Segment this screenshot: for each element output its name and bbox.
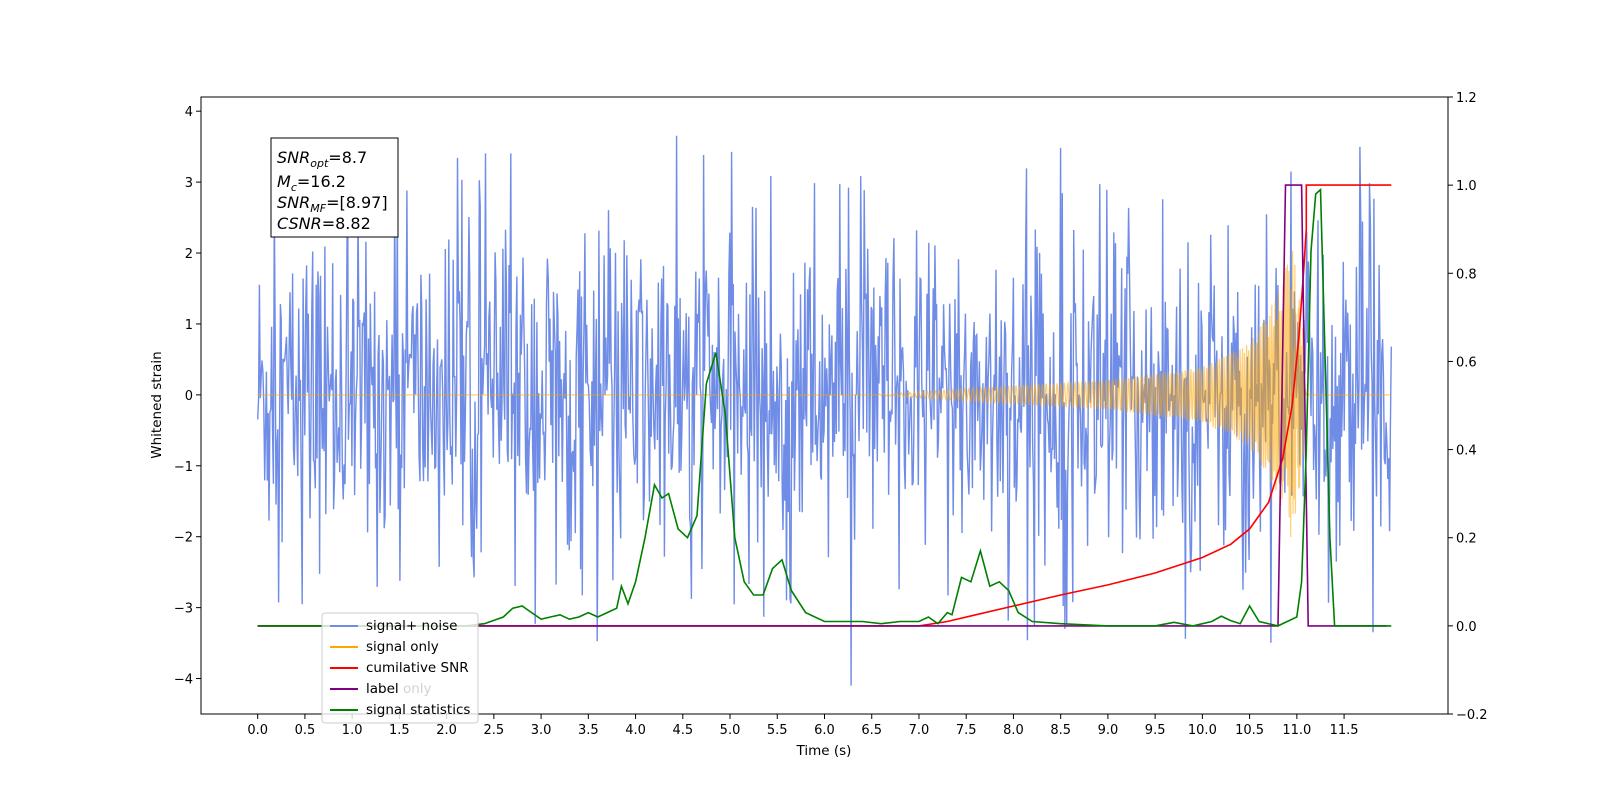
y-left-tick-label: 2 [185, 247, 193, 262]
info-box-frame [270, 137, 399, 238]
x-tick-label: 2.0 [436, 723, 457, 738]
y-right-tick-label: 1.0 [1456, 179, 1477, 194]
series-signal-only [257, 250, 1392, 538]
info-line: Mc=16.2 [277, 172, 346, 194]
legend-frame [321, 612, 479, 724]
x-tick-label: 8.0 [1003, 723, 1024, 738]
y-left-tick-label: 4 [185, 105, 193, 120]
y-axis-left-label: Whitened strain [149, 351, 165, 458]
x-tick-label: 3.0 [531, 723, 552, 738]
x-tick-label: 9.5 [1145, 723, 1166, 738]
x-tick-label: 9.0 [1098, 723, 1119, 738]
x-tick-label: 4.0 [625, 723, 646, 738]
y-left-tick-label: −1 [174, 460, 193, 475]
x-tick-label: 11.5 [1330, 723, 1359, 738]
y-left-tick-label: 3 [185, 176, 193, 191]
x-axis: 0.0 0.5 1.0 1.5 2.0 2.5 3.0 3.5 4.0 4.5 5.0 5.5 6.0 6… [247, 714, 1359, 738]
x-tick-label: 0.0 [247, 723, 268, 738]
y-left-tick-label: −3 [174, 602, 193, 617]
y-right-tick-label: −0.2 [1456, 708, 1488, 723]
y-right-tick-label: 0.4 [1456, 444, 1477, 459]
y-left-tick-label: 1 [185, 318, 193, 333]
x-tick-label: 10.0 [1188, 723, 1217, 738]
y-right-tick-label: 0.8 [1456, 267, 1477, 282]
legend-ghost-text: label only [366, 681, 432, 697]
y-right-tick-label: 1.2 [1456, 91, 1477, 106]
x-tick-label: 5.0 [720, 723, 741, 738]
info-line: SNRopt=8.7 [277, 148, 367, 170]
y-right-tick-label: 0.0 [1456, 620, 1477, 635]
legend: label only signal+ noise signal only cumil… [321, 612, 479, 724]
legend-item-label: cumilative SNR [366, 660, 469, 676]
y-axis-right: 1.2 1.0 0.8 0.6 0.4 0.2 0.0 −0.2 [1448, 91, 1488, 723]
series-signal-statistics [257, 187, 1392, 627]
x-tick-label: 5.5 [767, 723, 788, 738]
x-tick-label: 6.5 [861, 723, 882, 738]
x-tick-label: 0.5 [295, 723, 316, 738]
y-left-tick-label: −2 [174, 531, 193, 546]
x-tick-label: 10.5 [1235, 723, 1264, 738]
series-signal-noise [257, 135, 1392, 686]
y-right-tick-label: 0.6 [1456, 355, 1477, 370]
x-tick-label: 6.0 [814, 723, 835, 738]
x-tick-label: 11.0 [1282, 723, 1311, 738]
info-line: SNRMF=[8.97] [277, 193, 388, 215]
x-tick-label: 4.5 [672, 723, 693, 738]
x-tick-label: 2.5 [484, 723, 505, 738]
x-tick-label: 1.0 [342, 723, 363, 738]
legend-item-label: signal+ noise [366, 618, 457, 634]
x-tick-label: 7.5 [956, 723, 977, 738]
plot-area [257, 135, 1392, 686]
x-tick-label: 7.0 [909, 723, 930, 738]
y-left-tick-label: −4 [174, 673, 193, 688]
legend-item-label: label [366, 681, 399, 697]
x-tick-label: 8.5 [1050, 723, 1071, 738]
x-axis-label: Time (s) [796, 743, 852, 759]
x-tick-label: 1.5 [389, 723, 410, 738]
info-line: CSNR=8.82 [277, 214, 371, 233]
y-right-tick-label: 0.2 [1456, 532, 1477, 547]
legend-item-label: signal statistics [366, 702, 470, 718]
y-axis-left: 4 3 2 1 0 −1 −2 −3 −4 [174, 105, 201, 688]
y-left-tick-label: 0 [185, 389, 193, 404]
x-tick-label: 3.5 [578, 723, 599, 738]
legend-item-label: signal only [366, 639, 439, 655]
